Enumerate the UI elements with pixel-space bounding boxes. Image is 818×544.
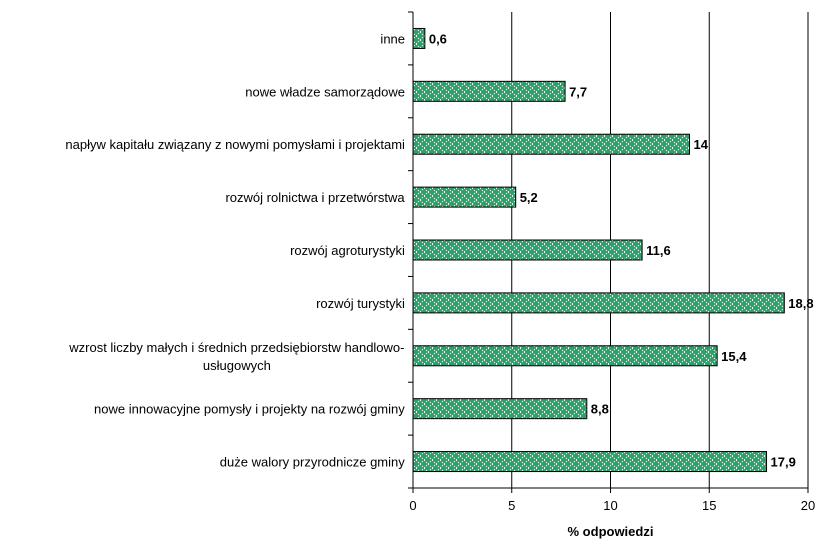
value-label: 15,4	[721, 349, 747, 364]
bar	[412, 451, 768, 473]
bar	[412, 80, 566, 102]
bars	[412, 27, 785, 473]
category-label: rozwój turystyki	[316, 296, 405, 311]
category-label: rozwój rolnictwa i przetwórstwa	[225, 190, 405, 205]
x-tick-label: 20	[801, 498, 815, 513]
category-label: nowe innowacyjne pomysły i projekty na r…	[94, 402, 405, 417]
category-label: nowe władze samorządowe	[245, 84, 405, 99]
value-label: 7,7	[569, 84, 587, 99]
category-label: rozwój agroturystyki	[290, 243, 405, 258]
value-label: 8,8	[591, 402, 609, 417]
value-label: 11,6	[646, 243, 671, 258]
bar	[412, 186, 517, 208]
value-label: 14	[694, 137, 709, 152]
bar	[412, 133, 690, 155]
value-label: 17,9	[771, 455, 796, 470]
value-label: 5,2	[520, 190, 538, 205]
x-tick-label: 10	[603, 498, 617, 513]
axes	[408, 11, 809, 493]
bar	[412, 345, 718, 367]
value-label: 0,6	[429, 31, 447, 46]
category-label: inne	[380, 31, 405, 46]
x-tick-label: 5	[508, 498, 515, 513]
category-label: duże walory przyrodnicze gminy	[220, 455, 405, 470]
bar	[412, 239, 643, 261]
x-tick-label: 0	[409, 498, 416, 513]
x-tick-label: 15	[702, 498, 716, 513]
value-label: 18,8	[788, 296, 813, 311]
bar	[412, 398, 588, 420]
bar	[412, 27, 426, 49]
labels: 0,6 inne 7,7 nowe władze samorządowe 14 napły…	[65, 31, 815, 513]
category-label: wzrost liczby małych i średnich przedsię…	[68, 340, 404, 373]
category-label: napływ kapitału związany z nowymi pomysł…	[65, 137, 405, 152]
x-axis-title: % odpowiedzi	[568, 524, 654, 539]
bar	[412, 292, 785, 314]
